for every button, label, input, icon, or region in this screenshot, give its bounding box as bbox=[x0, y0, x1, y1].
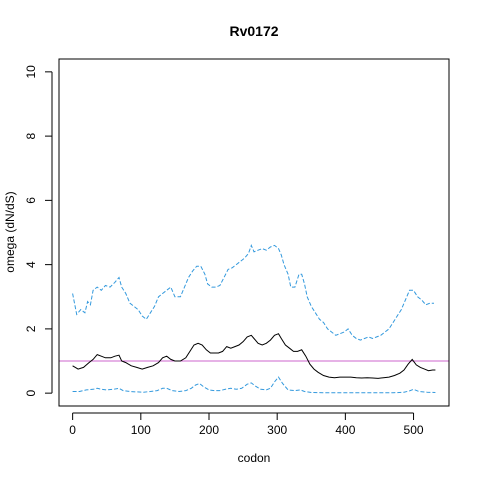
x-tick-label: 0 bbox=[69, 423, 76, 437]
series-line-lower bbox=[72, 376, 436, 394]
y-tick-label: 8 bbox=[24, 132, 38, 139]
x-tick-label: 300 bbox=[267, 423, 287, 437]
x-axis: 0 100 200 300 400 500 bbox=[69, 412, 424, 437]
y-tick-label: 0 bbox=[24, 389, 38, 396]
x-axis-label: codon bbox=[238, 451, 271, 465]
y-axis: 0 2 4 6 8 10 bbox=[24, 65, 53, 396]
y-axis-label: omega (dN/dS) bbox=[3, 191, 17, 272]
plot-area bbox=[59, 244, 449, 394]
y-tick-label: 10 bbox=[24, 65, 38, 79]
series-line-estimate bbox=[72, 333, 436, 379]
y-tick-label: 4 bbox=[24, 261, 38, 268]
chart-title: Rv0172 bbox=[229, 23, 278, 39]
x-tick-label: 400 bbox=[335, 423, 355, 437]
y-tick-label: 2 bbox=[24, 325, 38, 332]
plot-frame bbox=[58, 58, 450, 407]
x-tick-label: 200 bbox=[199, 423, 219, 437]
series-line-upper bbox=[72, 244, 434, 341]
x-tick-label: 100 bbox=[131, 423, 151, 437]
y-tick-label: 6 bbox=[24, 197, 38, 204]
x-tick-label: 500 bbox=[404, 423, 424, 437]
